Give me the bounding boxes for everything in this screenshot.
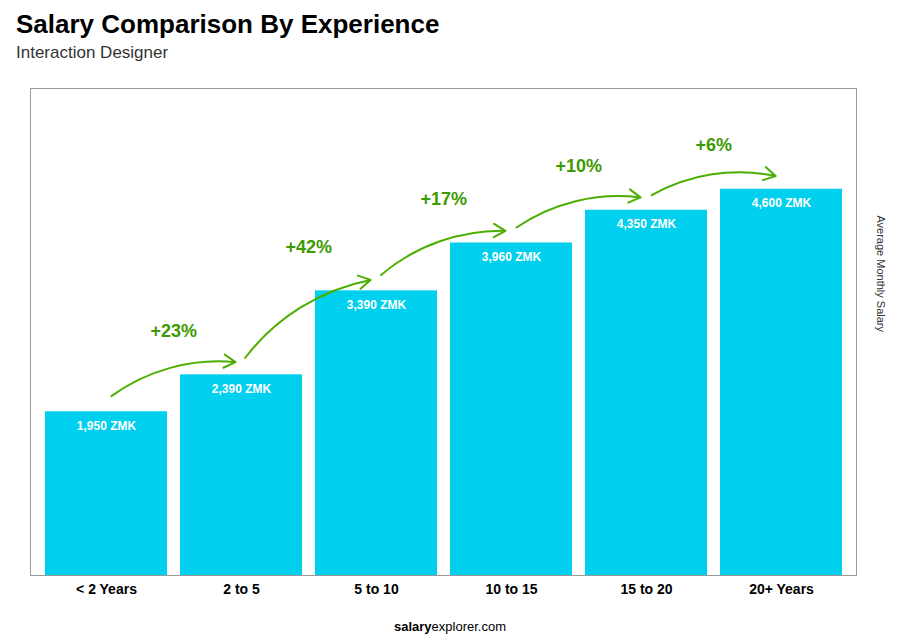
svg-text:4,600 ZMK: 4,600 ZMK — [752, 196, 812, 210]
svg-text:15 to 20: 15 to 20 — [620, 581, 672, 597]
svg-text:+10%: +10% — [556, 156, 603, 176]
svg-text:< 2 Years: < 2 Years — [76, 581, 137, 597]
svg-text:+23%: +23% — [151, 321, 198, 341]
html-text:salary explorer.com: salary explorer.com — [394, 619, 506, 634]
svg-text:4,350 ZMK: 4,350 ZMK — [617, 217, 677, 231]
svg-text:+42%: +42% — [286, 237, 333, 257]
svg-text:+17%: +17% — [421, 189, 468, 209]
svg-text:20+ Years: 20+ Years — [749, 581, 814, 597]
html-text:Salary Comparison By Experienc: Salary Comparison By Experience — [16, 9, 440, 39]
svg-text:Average Monthly Salary: Average Monthly Salary — [875, 215, 887, 332]
svg-text:+6%: +6% — [696, 135, 733, 155]
svg-text:3,390 ZMK: 3,390 ZMK — [347, 298, 407, 312]
svg-text:2 to 5: 2 to 5 — [223, 581, 260, 597]
svg-text:10 to 15: 10 to 15 — [485, 581, 537, 597]
svg-text:3,960 ZMK: 3,960 ZMK — [482, 250, 542, 264]
svg-text:1,950 ZMK: 1,950 ZMK — [77, 419, 137, 433]
html-text:Interaction Designer: Interaction Designer — [16, 43, 169, 62]
svg-text:5 to 10: 5 to 10 — [354, 581, 399, 597]
svg-text:2,390 ZMK: 2,390 ZMK — [212, 382, 272, 396]
